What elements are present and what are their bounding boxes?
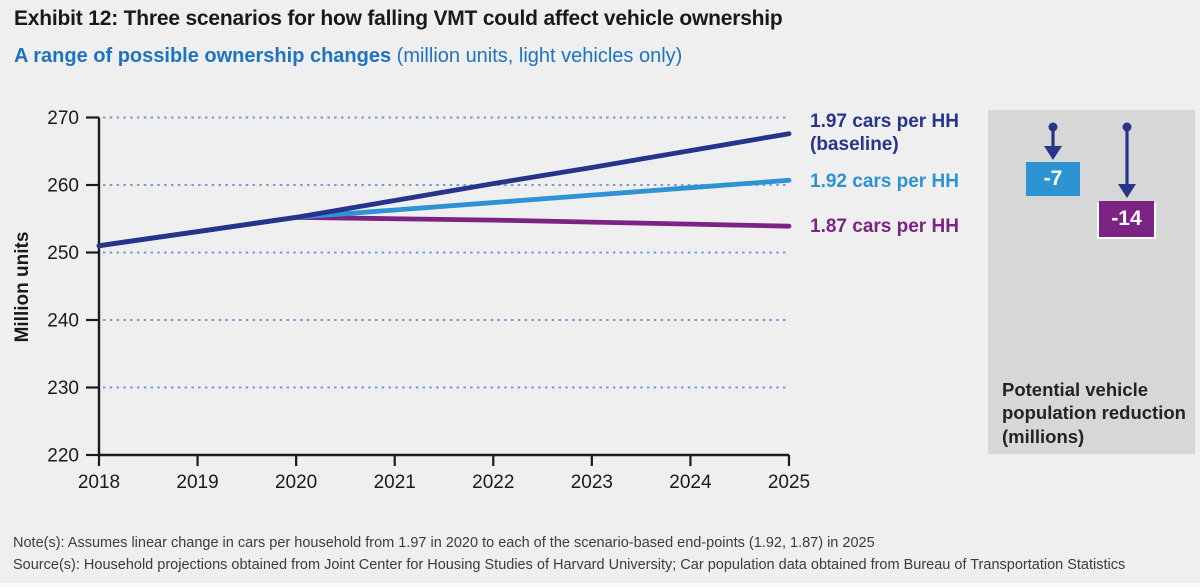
page-bottom-edge	[0, 583, 1200, 587]
reduction-badge-7: -7	[1026, 162, 1080, 196]
x-tick-label: 2020	[275, 472, 317, 493]
legend-baseline-line2: (baseline)	[810, 134, 899, 156]
y-tick-label: 240	[47, 311, 79, 332]
y-tick-label: 270	[47, 108, 79, 129]
legend-low-scenario: 1.87 cars per HH	[810, 215, 959, 238]
down-arrow-icon	[1118, 122, 1136, 198]
legend-low-line1: 1.87 cars per HH	[810, 216, 959, 237]
reduction-arrows	[1044, 122, 1136, 198]
x-tick-label: 2021	[374, 472, 416, 493]
reduction-panel: -7 -14 Potential vehicle population redu…	[988, 110, 1195, 454]
legend-mid-line1: 1.92 cars per HH	[810, 171, 959, 192]
y-tick-label: 250	[47, 243, 79, 264]
footnote-notes: Note(s): Assumes linear change in cars p…	[13, 535, 875, 551]
legend-baseline-line1: 1.97 cars per HH	[810, 111, 959, 132]
chart-subtitle-note: (million units, light vehicles only)	[391, 45, 683, 67]
page-title: Exhibit 12: Three scenarios for how fall…	[14, 7, 783, 30]
x-tick-label: 2018	[78, 472, 120, 493]
down-arrow-icon	[1044, 122, 1062, 160]
panel-caption: Potential vehicle population reduction (…	[1002, 379, 1186, 447]
y-tick-label: 220	[47, 446, 79, 467]
chart-subtitle-bold: A range of possible ownership changes	[14, 45, 392, 67]
x-tick-label: 2024	[669, 472, 712, 493]
legend-baseline: 1.97 cars per HH (baseline)	[810, 110, 959, 156]
footnote-sources: Source(s): Household projections obtaine…	[13, 557, 1126, 573]
y-tick-label: 230	[47, 378, 79, 399]
reduction-badge-14: -14	[1099, 201, 1154, 237]
y-tick-label: 260	[47, 176, 79, 197]
x-tick-label: 2022	[472, 472, 514, 493]
chart-subtitle: A range of possible ownership changes (m…	[14, 45, 682, 68]
x-tick-label: 2025	[768, 472, 810, 493]
series-line-navy	[96, 131, 792, 249]
x-tick-label: 2023	[571, 472, 613, 493]
x-tick-label: 2019	[176, 472, 218, 493]
legend-mid-scenario: 1.92 cars per HH	[810, 170, 959, 193]
line-chart: 220 230 240 250 260 270 2018 2019 2020 2021 2022 20…	[47, 108, 810, 493]
